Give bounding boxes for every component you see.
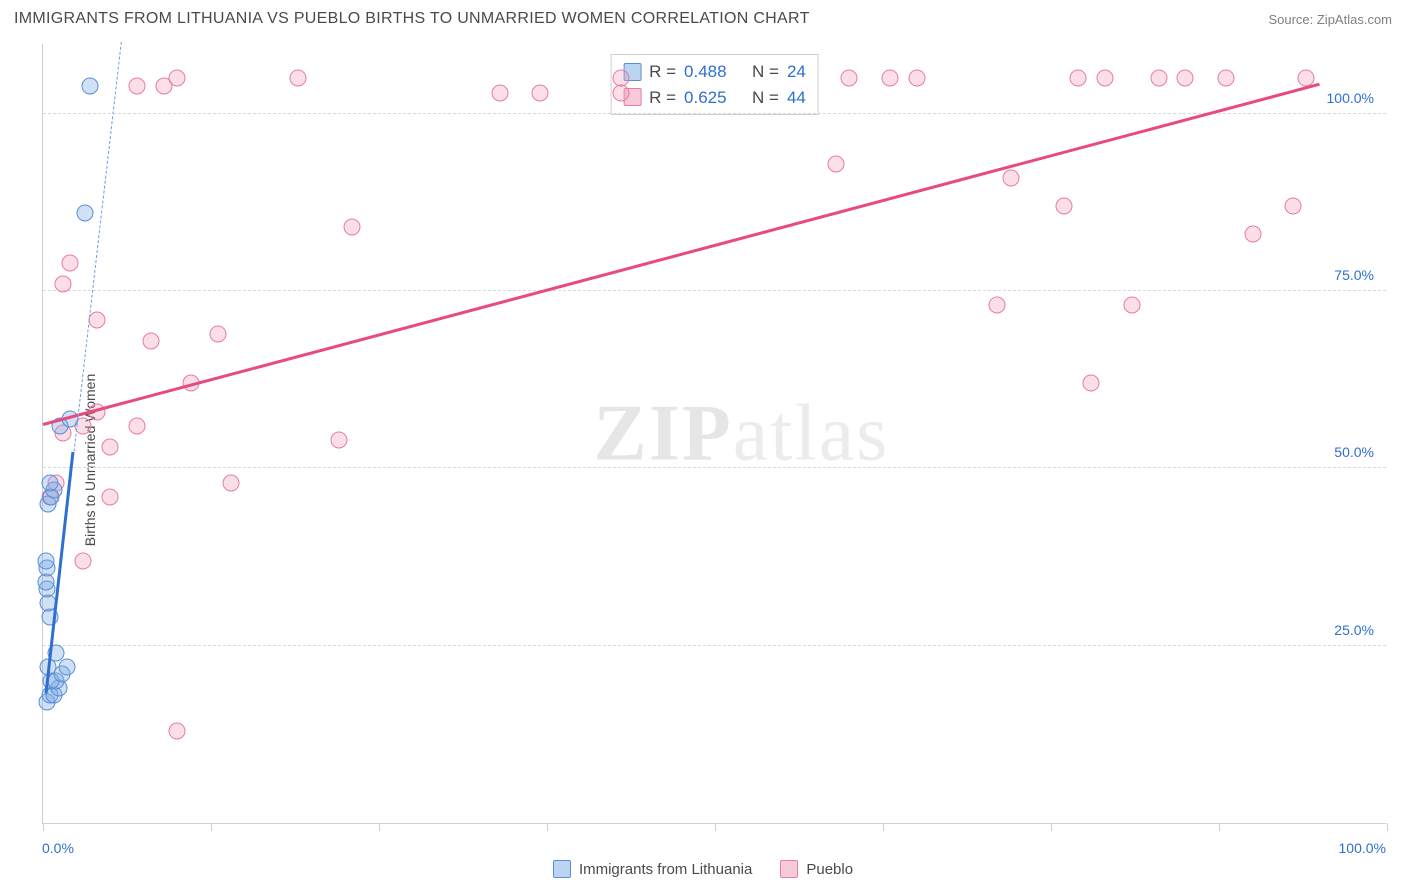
bottom-legend: Immigrants from Lithuania Pueblo xyxy=(0,860,1406,878)
source-label: Source: ZipAtlas.com xyxy=(1268,12,1392,27)
chart-area: Births to Unmarried Women ZIPatlas R = 0… xyxy=(0,34,1406,886)
stats-row-pink: R = 0.625 N = 44 xyxy=(623,85,806,111)
y-tick-label: 75.0% xyxy=(1334,267,1374,283)
pink-point xyxy=(223,474,240,491)
x-tick xyxy=(379,823,380,831)
pink-point xyxy=(827,155,844,172)
plot-area: ZIPatlas R = 0.488 N = 24 R = 0.625 N = … xyxy=(42,44,1386,824)
watermark: ZIPatlas xyxy=(593,388,889,479)
pink-point xyxy=(612,70,629,87)
pink-point xyxy=(1083,375,1100,392)
blue-point xyxy=(82,77,99,94)
legend-item-blue: Immigrants from Lithuania xyxy=(553,860,752,878)
pink-point xyxy=(344,219,361,236)
x-tick xyxy=(1051,823,1052,831)
pink-point xyxy=(129,77,146,94)
pink-point xyxy=(1244,226,1261,243)
pink-point xyxy=(55,276,72,293)
pink-point xyxy=(908,70,925,87)
pink-point xyxy=(1069,70,1086,87)
blue-point xyxy=(59,659,76,676)
pink-point xyxy=(1150,70,1167,87)
pink-point xyxy=(1284,198,1301,215)
x-axis-min-label: 0.0% xyxy=(42,840,74,856)
swatch-pink-icon xyxy=(780,860,798,878)
chart-title: IMMIGRANTS FROM LITHUANIA VS PUEBLO BIRT… xyxy=(14,10,810,28)
pink-point xyxy=(1096,70,1113,87)
x-tick xyxy=(1219,823,1220,831)
pink-point xyxy=(1002,169,1019,186)
gridline xyxy=(43,290,1386,291)
x-tick xyxy=(547,823,548,831)
y-tick-label: 50.0% xyxy=(1334,444,1374,460)
pink-point xyxy=(989,297,1006,314)
pink-point xyxy=(75,552,92,569)
pink-point xyxy=(290,70,307,87)
trend-line xyxy=(43,83,1320,426)
pink-point xyxy=(142,332,159,349)
pink-point xyxy=(491,84,508,101)
gridline xyxy=(43,113,1386,114)
pink-point xyxy=(1123,297,1140,314)
stats-legend-box: R = 0.488 N = 24 R = 0.625 N = 44 xyxy=(610,54,819,115)
pink-point xyxy=(129,417,146,434)
pink-point xyxy=(1217,70,1234,87)
pink-point xyxy=(1056,198,1073,215)
swatch-blue-icon xyxy=(553,860,571,878)
stats-row-blue: R = 0.488 N = 24 xyxy=(623,59,806,85)
pink-point xyxy=(88,311,105,328)
pink-point xyxy=(330,432,347,449)
pink-point xyxy=(169,722,186,739)
pink-point xyxy=(102,439,119,456)
gridline xyxy=(43,467,1386,468)
y-tick-label: 100.0% xyxy=(1327,90,1374,106)
blue-point xyxy=(37,552,54,569)
x-tick xyxy=(715,823,716,831)
x-tick xyxy=(211,823,212,831)
pink-point xyxy=(169,70,186,87)
blue-point xyxy=(76,205,93,222)
y-tick-label: 25.0% xyxy=(1334,622,1374,638)
blue-point xyxy=(41,474,58,491)
x-tick xyxy=(43,823,44,831)
gridline xyxy=(43,645,1386,646)
x-tick xyxy=(883,823,884,831)
pink-point xyxy=(102,488,119,505)
pink-point xyxy=(841,70,858,87)
pink-point xyxy=(209,325,226,342)
pink-point xyxy=(61,254,78,271)
x-axis-max-label: 100.0% xyxy=(1339,840,1386,856)
pink-point xyxy=(1177,70,1194,87)
legend-item-pink: Pueblo xyxy=(780,860,853,878)
x-tick xyxy=(1387,823,1388,831)
pink-point xyxy=(881,70,898,87)
pink-point xyxy=(532,84,549,101)
